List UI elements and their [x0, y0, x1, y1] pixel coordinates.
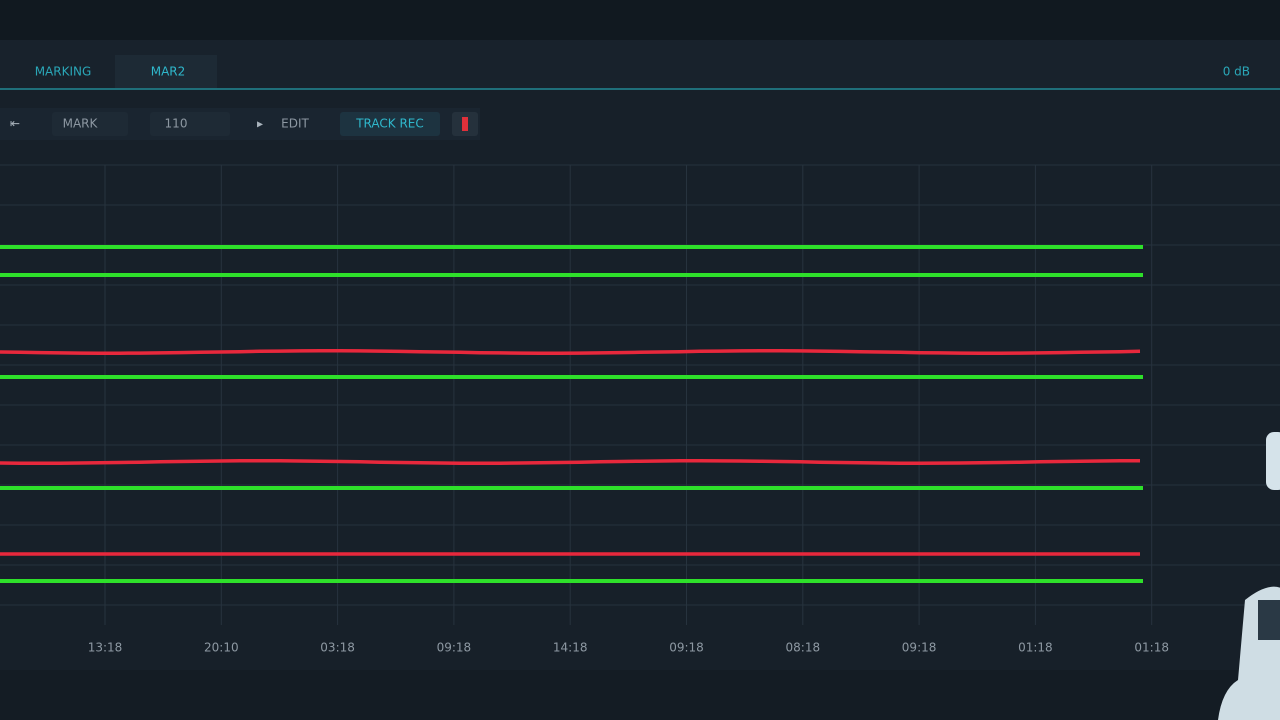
red-trace — [0, 459, 1140, 465]
title-bar — [0, 0, 1280, 40]
tab[interactable]: MARKING — [35, 65, 92, 79]
time-label: 14:18 — [553, 641, 588, 655]
time-label: 09:18 — [669, 641, 704, 655]
robot-figure — [1218, 432, 1280, 720]
mode-label[interactable]: MARK — [63, 117, 99, 131]
record-button[interactable] — [340, 112, 440, 136]
edit-label[interactable]: EDIT — [281, 117, 309, 131]
red-trace — [0, 349, 1141, 355]
active-tab-bg — [115, 55, 217, 88]
status: 0 dB — [1223, 65, 1250, 79]
time-label: 01:18 — [1134, 641, 1169, 655]
toolbar-icon[interactable]: ▸ — [257, 117, 263, 131]
toolbar-icon[interactable]: ⇤ — [10, 117, 20, 131]
robot-joint — [1258, 600, 1280, 640]
tab[interactable]: MAR2 — [151, 65, 186, 79]
time-label: 01:18 — [1018, 641, 1053, 655]
grid — [0, 164, 1280, 625]
time-label: 03:18 — [320, 641, 355, 655]
record-indicator — [462, 117, 468, 131]
time-label: 13:18 — [88, 641, 123, 655]
record-label[interactable]: TRACK REC — [355, 117, 424, 131]
toolbar-button[interactable] — [150, 112, 230, 136]
level-label[interactable]: 110 — [165, 117, 188, 131]
time-label: 20:10 — [204, 641, 239, 655]
time-label: 08:18 — [786, 641, 821, 655]
time-label: 09:18 — [437, 641, 472, 655]
time-axis: 13:18 20:10 03:18 09:18 14:18 09:18 08:18 09:18… — [88, 641, 1169, 655]
footer — [0, 670, 1280, 720]
toolbar-button[interactable] — [52, 112, 128, 136]
robot-head — [1266, 432, 1280, 490]
traces — [0, 245, 1143, 583]
time-label: 09:18 — [902, 641, 937, 655]
